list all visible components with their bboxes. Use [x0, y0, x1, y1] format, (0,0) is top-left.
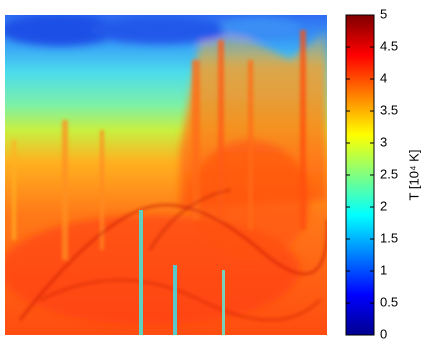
y-tick-label: 1 — [380, 262, 387, 277]
colorbar — [345, 14, 375, 336]
y-tick-label: 4 — [380, 70, 387, 85]
y-tick-label: 1.5 — [380, 230, 398, 245]
temperature-map — [5, 15, 327, 335]
y-tick-label: 2.5 — [380, 166, 398, 181]
y-tick-label: 0 — [380, 326, 387, 341]
y-tick-label: 2 — [380, 198, 387, 213]
colorbar-label: T [10⁴ K] — [406, 150, 421, 201]
y-tick-label: 4.5 — [380, 38, 398, 53]
y-tick-label: 3.5 — [380, 102, 398, 117]
y-tick-label: 3 — [380, 134, 387, 149]
y-tick-label: 5 — [380, 6, 387, 21]
y-tick-label: 0.5 — [380, 294, 398, 309]
